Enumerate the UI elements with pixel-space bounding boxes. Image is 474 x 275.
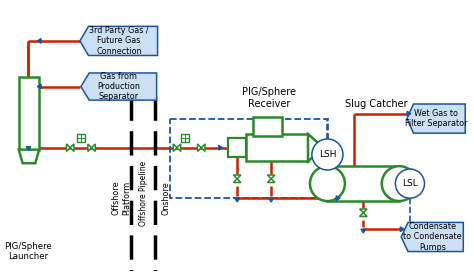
- Polygon shape: [88, 144, 91, 152]
- Text: 3rd Party Gas /
Future Gas
Connection: 3rd Party Gas / Future Gas Connection: [89, 26, 148, 56]
- Polygon shape: [407, 104, 465, 133]
- Polygon shape: [80, 26, 157, 56]
- Circle shape: [312, 139, 343, 170]
- Polygon shape: [198, 144, 201, 152]
- FancyBboxPatch shape: [181, 134, 189, 142]
- Polygon shape: [201, 144, 205, 152]
- Polygon shape: [81, 73, 156, 100]
- Text: Slug Catcher: Slug Catcher: [345, 99, 407, 109]
- Text: Gas from
Production
Separator: Gas from Production Separator: [97, 72, 140, 101]
- Polygon shape: [235, 198, 239, 202]
- Polygon shape: [233, 179, 241, 183]
- Polygon shape: [91, 144, 95, 152]
- Polygon shape: [400, 227, 404, 232]
- Polygon shape: [26, 147, 31, 150]
- Polygon shape: [269, 198, 273, 202]
- Polygon shape: [308, 134, 324, 161]
- Ellipse shape: [382, 166, 417, 201]
- Text: PIG/Sphere
Receiver: PIG/Sphere Receiver: [242, 87, 296, 109]
- Text: Offshore Pipeline: Offshore Pipeline: [138, 161, 147, 226]
- Polygon shape: [19, 150, 39, 163]
- Text: PIG/Sphere
Launcher: PIG/Sphere Launcher: [5, 242, 52, 261]
- FancyBboxPatch shape: [19, 77, 39, 150]
- Polygon shape: [360, 209, 367, 213]
- Polygon shape: [66, 144, 70, 152]
- Polygon shape: [361, 229, 365, 233]
- FancyBboxPatch shape: [77, 134, 85, 142]
- Text: Wet Gas to
Filter Separator: Wet Gas to Filter Separator: [405, 109, 467, 128]
- Polygon shape: [267, 175, 275, 179]
- Polygon shape: [360, 213, 367, 216]
- Text: Onshore: Onshore: [162, 181, 171, 215]
- Text: LSL: LSL: [402, 179, 418, 188]
- Polygon shape: [37, 39, 41, 43]
- FancyBboxPatch shape: [253, 117, 282, 136]
- Polygon shape: [37, 84, 41, 89]
- FancyBboxPatch shape: [228, 138, 246, 157]
- Text: LSH: LSH: [319, 150, 336, 159]
- Polygon shape: [401, 222, 463, 252]
- Polygon shape: [219, 145, 222, 150]
- FancyBboxPatch shape: [246, 134, 308, 161]
- Polygon shape: [177, 144, 181, 152]
- Text: Condensate
to Condensate
Pumps: Condensate to Condensate Pumps: [403, 222, 462, 252]
- Polygon shape: [233, 175, 241, 179]
- Text: Offshore
Platform: Offshore Platform: [112, 181, 131, 215]
- Polygon shape: [267, 179, 275, 183]
- Polygon shape: [336, 196, 340, 200]
- Polygon shape: [70, 144, 74, 152]
- Polygon shape: [407, 111, 411, 116]
- Ellipse shape: [310, 166, 345, 201]
- Polygon shape: [173, 144, 177, 152]
- Circle shape: [395, 169, 425, 198]
- FancyBboxPatch shape: [328, 166, 399, 201]
